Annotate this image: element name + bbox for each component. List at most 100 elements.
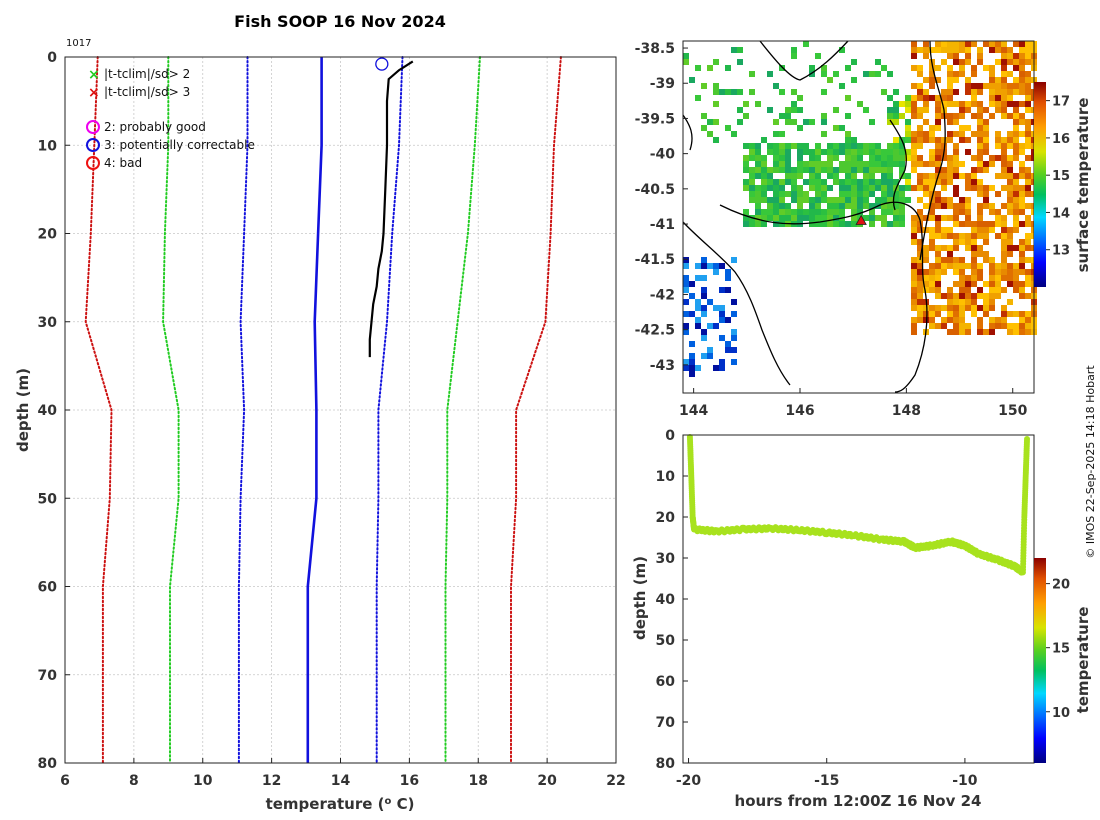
sst-pixel	[953, 203, 959, 209]
sst-pixel	[917, 155, 923, 161]
sst-pixel	[941, 269, 947, 275]
coastline-west	[682, 221, 791, 386]
sst-pixel	[731, 359, 737, 365]
sst-pixel	[821, 131, 827, 137]
sst-pixel	[773, 209, 779, 215]
sst-pixel	[839, 47, 845, 53]
profile-id: 1017	[66, 38, 91, 49]
sst-pixel	[767, 185, 773, 191]
sst-pixel	[959, 203, 965, 209]
legend-entry: |t-tclim|/sd> 3	[104, 85, 190, 99]
sst-pixel	[923, 53, 929, 59]
y-tick-label: 50	[38, 491, 58, 507]
sst-pixel	[929, 83, 935, 89]
sst-pixel	[1001, 101, 1007, 107]
sst-pixel	[911, 323, 917, 329]
sst-pixel	[965, 215, 971, 221]
sst-pixel	[1007, 263, 1013, 269]
sst-pixel	[815, 173, 821, 179]
sst-pixel	[1007, 131, 1013, 137]
sst-pixel	[1013, 173, 1019, 179]
sst-pixel	[905, 179, 911, 185]
sst-pixel	[869, 191, 875, 197]
sst-pixel	[917, 263, 923, 269]
sst-pixel	[755, 173, 761, 179]
sst-pixel	[743, 221, 749, 227]
sst-pixel	[1019, 47, 1025, 53]
sst-pixel	[923, 215, 929, 221]
sst-pixel	[755, 191, 761, 197]
y-tick-label: 80	[656, 756, 676, 772]
sst-pixel	[887, 107, 893, 113]
sst-pixel	[965, 323, 971, 329]
sst-pixel	[947, 65, 953, 71]
sst-pixel	[893, 221, 899, 227]
sst-pixel	[719, 335, 725, 341]
sst-pixel	[995, 143, 1001, 149]
sst-pixel	[689, 365, 695, 371]
sst-pixel	[953, 317, 959, 323]
sst-pixel	[809, 221, 815, 227]
sst-pixel	[965, 173, 971, 179]
sst-pixel	[1007, 209, 1013, 215]
sst-pixel	[929, 125, 935, 131]
sst-pixel	[947, 257, 953, 263]
sst-pixel	[1019, 293, 1025, 299]
sst-pixel	[1007, 269, 1013, 275]
sst-pixel	[971, 89, 977, 95]
y-tick-label: 10	[656, 469, 676, 485]
sst-pixel	[965, 203, 971, 209]
sst-pixel	[887, 185, 893, 191]
sst-pixel	[977, 191, 983, 197]
sst-pixel	[1013, 269, 1019, 275]
sst-pixel	[815, 167, 821, 173]
sst-pixel	[1019, 269, 1025, 275]
sst-pixel	[929, 311, 935, 317]
sst-pixel	[779, 203, 785, 209]
sst-pixel	[995, 101, 1001, 107]
sst-pixel	[1001, 275, 1007, 281]
sst-pixel	[875, 155, 881, 161]
sst-pixel	[905, 131, 911, 137]
sst-pixel	[935, 179, 941, 185]
sst-pixel	[695, 317, 701, 323]
sst-pixel	[839, 179, 845, 185]
sst-pixel	[947, 263, 953, 269]
sst-pixel	[953, 155, 959, 161]
sst-pixel	[911, 107, 917, 113]
sst-pixel	[701, 113, 707, 119]
sst-pixel	[1025, 221, 1031, 227]
sst-pixel	[911, 167, 917, 173]
sst-pixel	[779, 113, 785, 119]
sst-pixel	[749, 179, 755, 185]
sst-pixel	[749, 71, 755, 77]
sst-pixel	[809, 215, 815, 221]
sst-pixel	[971, 239, 977, 245]
sst-pixel	[989, 113, 995, 119]
profile-x-axis-label: temperature (o C)	[266, 795, 415, 813]
sst-pixel	[917, 269, 923, 275]
sst-pixel	[905, 149, 911, 155]
sst-pixel	[935, 263, 941, 269]
sst-pixel	[1025, 185, 1031, 191]
sst-pixel	[971, 185, 977, 191]
sst-pixel	[1019, 119, 1025, 125]
sst-pixel	[785, 161, 791, 167]
sst-pixel	[953, 245, 959, 251]
series-line	[237, 56, 249, 764]
sst-pixel	[971, 227, 977, 233]
sst-pixel	[815, 53, 821, 59]
sst-pixel	[863, 173, 869, 179]
sst-pixel	[695, 263, 701, 269]
sst-pixel	[1001, 239, 1007, 245]
sst-pixel	[947, 161, 953, 167]
sst-pixel	[743, 215, 749, 221]
sst-pixel	[1025, 47, 1031, 53]
sst-pixel	[965, 47, 971, 53]
sst-pixel	[941, 137, 947, 143]
sst-pixel	[827, 149, 833, 155]
sst-pixel	[1025, 239, 1031, 245]
sst-pixel	[869, 155, 875, 161]
sst-pixel	[977, 209, 983, 215]
